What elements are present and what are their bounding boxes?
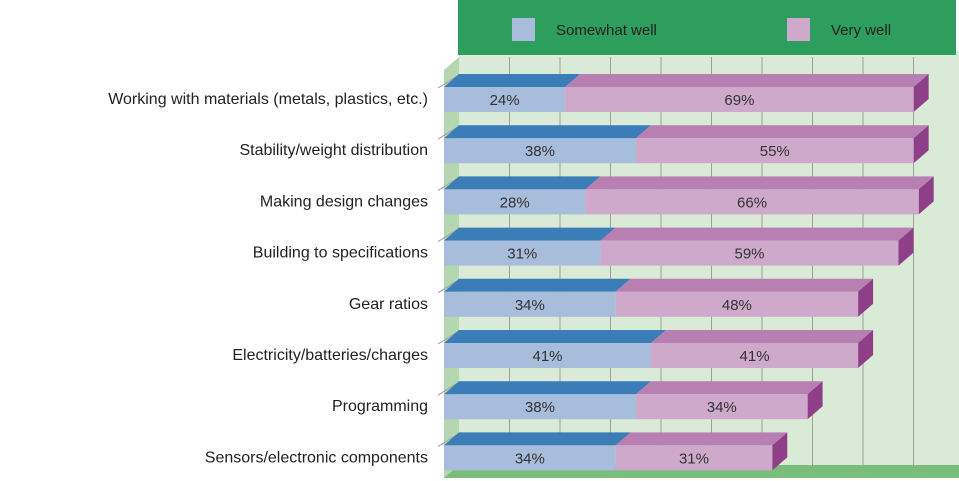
bar-top-very-well (615, 278, 874, 292)
category-label: Building to specifications (253, 245, 428, 262)
bar-somewhat-well (444, 291, 616, 317)
legend-label-very-well: Very well (831, 22, 891, 39)
bar-side-very-well (858, 330, 874, 368)
bar-row: 38% 34% (444, 381, 823, 420)
bar-row: 24% 69% (444, 74, 929, 112)
bar-side-very-well (913, 125, 929, 164)
bar-very-well (615, 445, 773, 471)
data-label-somewhat-well: 38% (525, 399, 555, 416)
bar-top-somewhat-well (444, 125, 651, 139)
bar-top-somewhat-well (444, 381, 651, 395)
bar-row: 34% 48% (444, 278, 874, 317)
bar-somewhat-well (444, 394, 636, 420)
bar-top-very-well (635, 125, 929, 139)
data-label-very-well: 66% (737, 194, 767, 211)
bar-top-very-well (651, 330, 874, 343)
category-label: Programming (332, 398, 428, 415)
category-label: Working with materials (metals, plastics… (108, 91, 428, 108)
data-label-somewhat-well: 41% (533, 348, 563, 365)
category-label: Making design changes (260, 193, 428, 210)
data-label-somewhat-well: 38% (525, 143, 555, 160)
bar-row: 41% 41% (444, 330, 874, 368)
data-label-very-well: 41% (740, 348, 770, 365)
bar-row: 34% 31% (444, 432, 788, 471)
bar-very-well (635, 138, 914, 164)
bar-top-somewhat-well (444, 330, 667, 343)
data-label-somewhat-well: 34% (515, 297, 545, 314)
category-labels: Working with materials (metals, plastics… (108, 91, 428, 466)
data-label-very-well: 31% (679, 450, 709, 467)
bar-top-very-well (635, 381, 823, 395)
data-label-very-well: 69% (724, 92, 754, 109)
legend-swatch-somewhat-well (512, 18, 535, 41)
data-label-somewhat-well: 28% (500, 194, 530, 211)
bar-top-very-well (615, 432, 788, 446)
bar-top-somewhat-well (444, 278, 631, 292)
bars: 24% 69%38% 55%28% 66%31% 59%34% 48%41% 41%38% 3… (444, 74, 934, 471)
data-label-very-well: 55% (760, 143, 790, 160)
bar-top-somewhat-well (444, 432, 631, 446)
bar-somewhat-well (444, 87, 566, 112)
bar-side-very-well (858, 278, 874, 317)
data-label-very-well: 48% (722, 297, 752, 314)
bar-somewhat-well (444, 445, 616, 471)
bar-side-very-well (913, 74, 929, 112)
bar-very-well (565, 87, 914, 112)
data-label-somewhat-well: 34% (515, 450, 545, 467)
bar-very-well (585, 189, 919, 215)
bar-somewhat-well (444, 240, 601, 266)
bar-very-well (635, 394, 808, 420)
bar-side-very-well (807, 381, 823, 420)
bar-somewhat-well (444, 138, 636, 164)
bar-row: 31% 59% (444, 227, 914, 266)
bar-somewhat-well (444, 189, 586, 215)
bar-very-well (600, 240, 899, 266)
bar-very-well (615, 291, 859, 317)
bar-very-well (651, 343, 859, 368)
legend-label-somewhat-well: Somewhat well (556, 22, 657, 39)
legend-box (458, 0, 956, 55)
bar-top-somewhat-well (444, 74, 581, 87)
data-label-somewhat-well: 24% (490, 92, 520, 109)
bar-top-somewhat-well (444, 176, 601, 190)
legend-swatch-very-well (787, 18, 810, 41)
bar-top-very-well (565, 74, 929, 87)
bar-side-very-well (898, 227, 914, 266)
bar-side-very-well (918, 176, 934, 215)
bar-top-somewhat-well (444, 227, 616, 241)
bar-row: 28% 66% (444, 176, 934, 215)
data-label-somewhat-well: 31% (507, 246, 537, 263)
bar-somewhat-well (444, 343, 652, 368)
data-label-very-well: 59% (735, 246, 765, 263)
category-label: Gear ratios (349, 296, 428, 313)
category-label: Stability/weight distribution (239, 142, 428, 159)
bar-row: 38% 55% (444, 125, 929, 164)
bar-top-very-well (600, 227, 914, 241)
bar-side-very-well (772, 432, 788, 471)
legend: Somewhat well Very well (458, 0, 956, 55)
bar-top-very-well (585, 176, 934, 190)
category-label: Sensors/electronic components (205, 449, 428, 466)
data-label-very-well: 34% (707, 399, 737, 416)
category-label: Electricity/batteries/charges (232, 347, 428, 364)
